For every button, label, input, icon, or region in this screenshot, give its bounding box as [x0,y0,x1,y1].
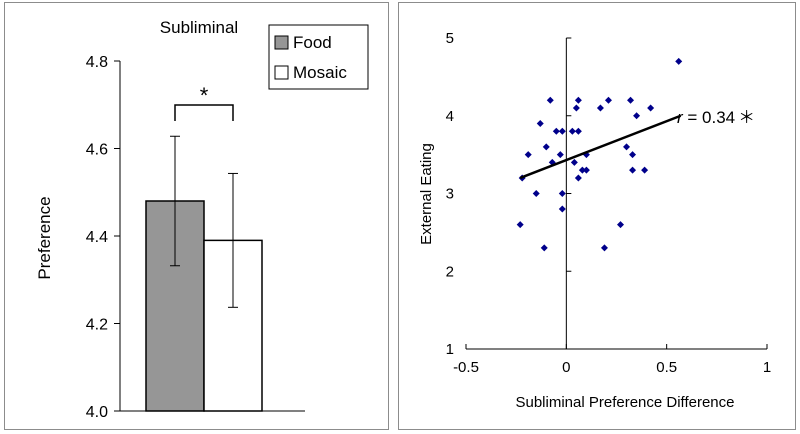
scatter-point [604,96,612,104]
legend-swatch-food [274,35,289,50]
trendline [519,114,682,180]
scatter-point [532,190,540,197]
bar-y-tick-label: 4.6 [86,142,108,159]
scatter-point [641,166,649,174]
scatter-point [596,104,604,112]
scatter-point [647,104,655,112]
scatter-point [574,174,582,182]
scatter-points [516,57,683,252]
scatter-chart: External Eating Subliminal Preference Di… [418,30,772,411]
scatter-x-tick-label: 0.5 [656,359,677,376]
bar-series [145,135,263,412]
scatter-x-axis-label: Subliminal Preference Difference [515,394,734,411]
legend-label-food: Food [293,33,332,52]
legend-swatch-mosaic [274,65,289,80]
scatter-point [556,151,564,159]
bar-chart-panel: Subliminal Preference 4.0 4.2 4.4 4.6 4.8 * … [4,2,389,430]
r-value: = 0.34 [683,108,735,127]
scatter-point [574,127,582,135]
scatter-point [542,143,550,151]
significance-star: * [200,83,209,108]
scatter-point [540,244,548,252]
r-symbol: r [677,108,684,127]
bar-y-axis-label: Preference [35,196,54,279]
bar-legend: Food Mosaic [268,24,369,90]
scatter-point [572,104,580,112]
scatter-x-tick-label: -0.5 [453,359,479,376]
correlation-annotation: r = 0.34 ＊ [677,108,755,127]
scatter-point [516,221,524,229]
scatter-y-tick-label: 3 [446,186,454,203]
scatter-y-tick-label: 2 [446,263,454,280]
bar-chart-title: Subliminal [160,18,238,37]
scatter-x-tick-label: 1 [763,359,771,376]
scatter-point [536,120,544,128]
bar-y-tick-label: 4.0 [86,404,108,421]
scatter-x-tick-label: 0 [562,359,570,376]
scatter-y-axis-label: External Eating [418,143,435,245]
scatter-point [548,158,556,166]
scatter-y-tick-label: 1 [446,341,454,358]
scatter-point [558,205,566,213]
scatter-point [629,166,637,174]
scatter-point [558,190,566,197]
scatter-point [623,143,631,151]
scatter-point [574,96,582,104]
scatter-point [552,127,560,135]
scatter-point [570,158,578,166]
scatter-axes: 1 2 3 4 5 -0.5 0 0.5 1 [446,30,772,376]
scatter-point [629,151,637,159]
scatter-point [600,244,608,252]
scatter-point [633,112,641,120]
scatter-point [524,151,532,159]
scatter-point [568,127,576,135]
r-star: ＊ [738,108,755,127]
scatter-point [617,221,625,229]
scatter-point [627,96,635,104]
scatter-point [675,57,683,65]
bar-y-tick-label: 4.8 [86,54,108,71]
scatter-point [578,166,586,174]
bracket-line [174,104,234,121]
legend-label-mosaic: Mosaic [293,63,347,82]
scatter-point [546,96,554,104]
bar-chart: Subliminal Preference 4.04.24.44.64.8 * … [35,18,369,421]
significance-bracket: * [174,83,234,121]
scatter-chart-panel: External Eating Subliminal Preference Di… [398,2,796,430]
scatter-point [582,166,590,174]
scatter-point [558,127,566,135]
bar-y-tick-label: 4.4 [86,229,108,246]
bar-y-tick-label: 4.2 [86,317,108,334]
scatter-y-tick-label: 4 [446,108,454,125]
scatter-y-tick-label: 5 [446,30,454,47]
